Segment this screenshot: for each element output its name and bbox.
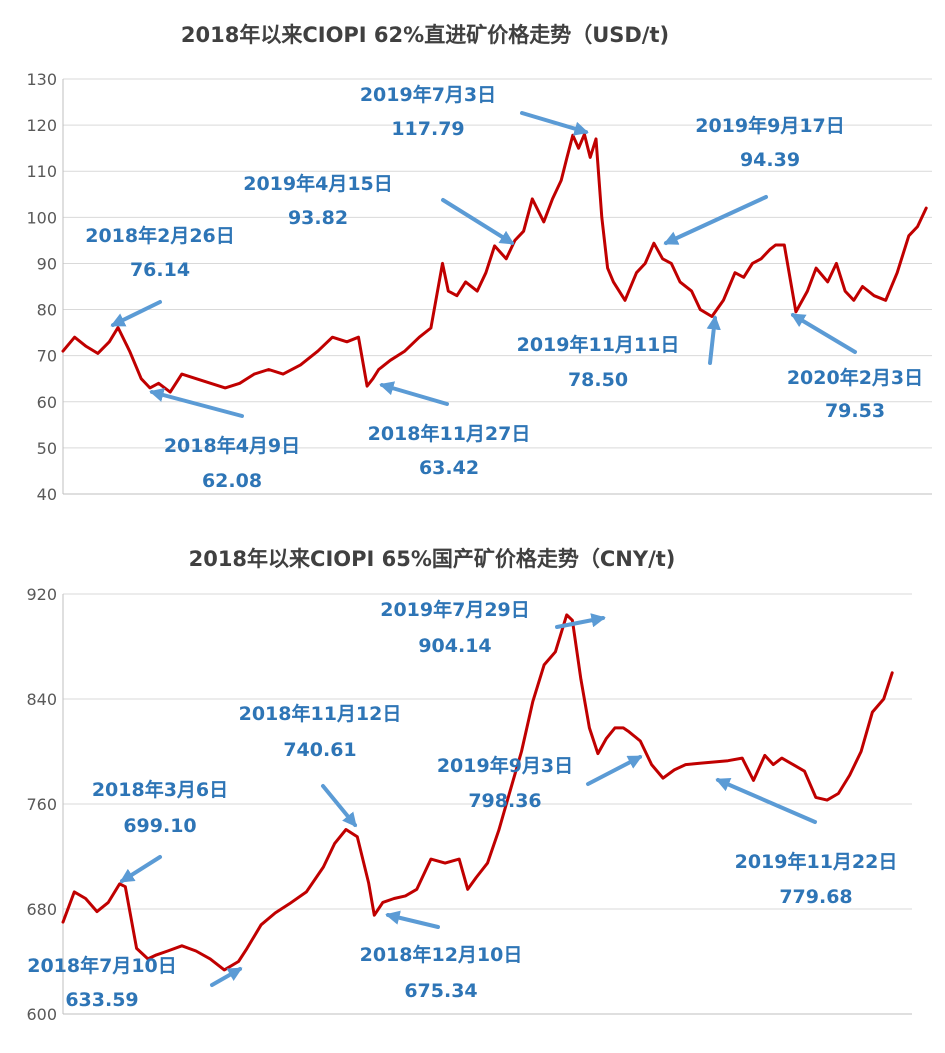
annotation-arrow [586,755,643,786]
annotation-arrow [790,313,857,354]
annotation-2019-07-29: 2019年7月29日 904.14 [380,598,606,657]
grid [62,78,932,495]
annotation-value: 94.39 [740,149,800,171]
y-tick-label: 80 [37,301,57,320]
annotation-2019-07-03: 2019年7月3日 117.79 [360,83,589,140]
annotation-2018-02-26: 2018年2月26日 76.14 [85,224,235,327]
annotation-value: 62.08 [202,470,262,492]
y-tick-label: 60 [37,393,57,412]
annotation-date: 2018年3月6日 [92,778,228,801]
annotation-value: 78.50 [568,369,628,391]
annotation-value: 93.82 [288,207,348,229]
annotation-2018-07-10: 2018年7月10日 633.59 [27,954,243,1011]
annotation-date: 2018年12月10日 [360,943,523,966]
annotation-date: 2019年7月3日 [360,83,496,106]
annotation-2018-03-06: 2018年3月6日 699.10 [92,778,228,883]
chart-62-import: 2018年以来CIOPI 62%直进矿价格走势（USD/t) 40 50 60 70 8… [26,23,932,504]
annotation-date: 2019年7月29日 [380,598,530,621]
y-tick-label: 920 [26,585,57,604]
grid [62,593,912,1015]
annotation-value: 79.53 [825,400,885,422]
annotation-date: 2019年11月22日 [735,850,898,873]
annotation-date: 2018年11月27日 [368,422,531,445]
annotation-date: 2018年11月12日 [239,702,402,725]
annotation-date: 2019年11月11日 [517,333,680,356]
y-tick-label: 70 [37,347,57,366]
price-line [61,613,894,972]
annotation-arrow [441,198,515,245]
y-tick-labels: 600 680 760 840 920 [26,585,57,1024]
annotation-arrow [555,613,606,629]
annotation-2018-12-10: 2018年12月10日 675.34 [360,910,523,1002]
annotation-arrow [706,315,721,365]
annotation-arrow [321,784,357,828]
chart-title: 2018年以来CIOPI 65%国产矿价格走势（CNY/t) [189,547,676,571]
annotation-date: 2018年7月10日 [27,954,177,977]
annotation-arrow [385,910,440,929]
y-tick-label: 90 [37,254,57,273]
annotation-date: 2020年2月3日 [787,366,923,389]
annotation-value: 76.14 [130,259,190,281]
annotation-arrow [110,300,162,327]
annotation-value: 699.10 [123,815,196,837]
annotation-value: 740.61 [283,739,356,761]
annotation-value: 798.36 [468,790,541,812]
annotation-arrow [149,388,244,418]
annotation-arrow [379,381,449,406]
annotation-arrow [520,111,589,136]
annotation-date: 2019年4月15日 [243,172,393,195]
annotation-arrow [119,855,162,883]
y-tick-label: 50 [37,439,57,458]
annotation-value: 117.79 [391,118,464,140]
annotation-2019-11-11: 2019年11月11日 78.50 [517,315,721,391]
annotation-value: 779.68 [779,886,852,908]
annotation-2019-04-15: 2019年4月15日 93.82 [243,172,515,245]
y-tick-label: 680 [26,900,57,919]
annotation-value: 904.14 [418,635,491,657]
annotation-arrow [210,967,243,987]
annotation-arrow [715,777,817,824]
y-tick-label: 100 [26,208,57,227]
chart-title: 2018年以来CIOPI 62%直进矿价格走势（USD/t) [181,23,669,47]
annotation-2018-04-09: 2018年4月9日 62.08 [149,388,300,492]
annotation-value: 633.59 [65,989,138,1011]
y-tick-label: 130 [26,70,57,89]
price-line [61,132,928,394]
y-tick-label: 120 [26,116,57,135]
y-tick-label: 600 [26,1005,57,1024]
y-tick-label: 110 [26,162,57,181]
y-tick-label: 760 [26,795,57,814]
annotation-2018-11-27: 2018年11月27日 63.42 [368,381,531,479]
annotation-2019-09-17: 2019年9月17日 94.39 [663,114,845,245]
annotation-value: 675.34 [404,980,477,1002]
y-tick-label: 40 [37,485,57,504]
annotation-date: 2019年9月17日 [695,114,845,137]
annotation-date: 2018年2月26日 [85,224,235,247]
chart-65-domestic: 2018年以来CIOPI 65%国产矿价格走势（CNY/t) 600 680 760… [26,547,912,1024]
annotation-arrow [663,195,768,245]
y-tick-label: 840 [26,690,57,709]
annotation-2018-11-12: 2018年11月12日 740.61 [239,702,402,828]
y-tick-labels: 40 50 60 70 80 90 100 110 120 130 [26,70,57,504]
annotation-2019-11-22: 2019年11月22日 779.68 [715,777,898,908]
annotation-2019-09-03: 2019年9月3日 798.36 [437,754,643,812]
annotation-value: 63.42 [419,457,479,479]
annotation-date: 2019年9月3日 [437,754,573,777]
annotation-date: 2018年4月9日 [164,434,300,457]
annotation-2020-02-03: 2020年2月3日 79.53 [787,313,923,422]
